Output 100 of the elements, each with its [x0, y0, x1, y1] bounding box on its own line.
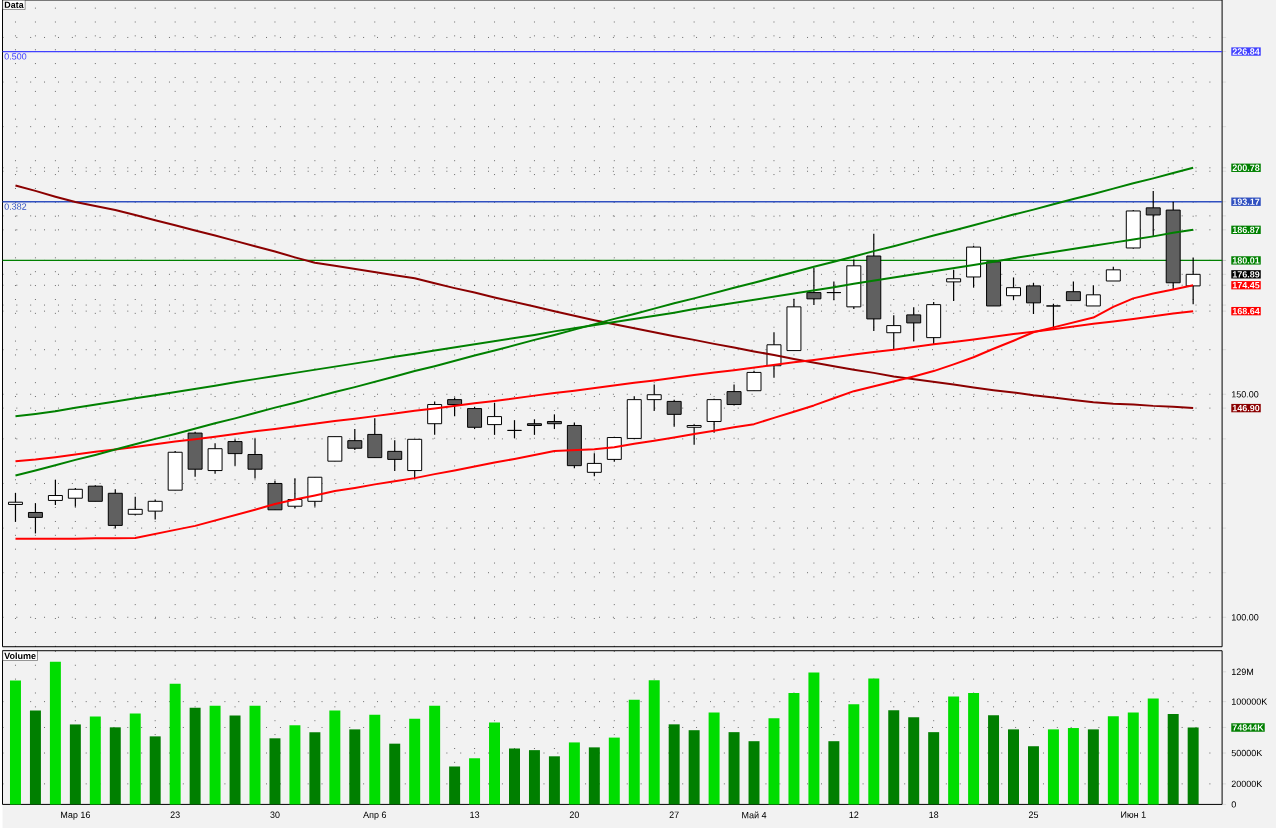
annotation: 0.500 [4, 53, 27, 60]
bar [848, 704, 860, 805]
candlestick [946, 269, 962, 302]
bar [129, 713, 141, 805]
x-tick-label: 13 [470, 811, 480, 818]
bar [588, 747, 600, 805]
candlestick [826, 280, 842, 301]
y-tick-label: 193.17 [1232, 198, 1260, 205]
y-tick-label: 50000K [1231, 749, 1263, 757]
bar [109, 727, 121, 805]
bar [1047, 729, 1059, 805]
candlestick [746, 369, 762, 392]
x-tick-label: Июн 1 [1121, 811, 1146, 818]
bar [1187, 727, 1199, 805]
y-tick-label: 74844K [1232, 724, 1264, 731]
bar [209, 705, 221, 805]
bar [888, 710, 900, 805]
bar [708, 712, 720, 805]
bar [608, 737, 620, 805]
bar [1027, 746, 1039, 805]
bar [728, 731, 740, 805]
candlestick [347, 428, 363, 451]
x-tick-label: Апр 6 [363, 811, 387, 820]
bar [69, 724, 81, 805]
bar [1067, 727, 1079, 805]
bar [309, 732, 321, 805]
bar [149, 736, 161, 805]
bar [528, 749, 540, 805]
bar [748, 741, 760, 805]
candlestick [227, 438, 243, 467]
bar [968, 692, 980, 805]
candlestick [806, 267, 822, 306]
candlestick [487, 401, 503, 436]
x-tick-label: 18 [929, 811, 939, 818]
bar [628, 699, 640, 805]
bar [988, 715, 1000, 805]
bar [269, 738, 281, 805]
bar [49, 661, 61, 805]
bar [1147, 698, 1159, 805]
bar [389, 743, 401, 805]
x-tick-label: 20 [569, 811, 580, 818]
bar [1087, 729, 1099, 805]
y-tick-label: 174.45 [1232, 281, 1260, 289]
bar [808, 672, 820, 805]
x-tick-label: 30 [270, 811, 280, 818]
candlestick [706, 397, 722, 434]
bar [249, 705, 261, 805]
bar [329, 710, 341, 805]
y2-tick-label: 0 [1231, 801, 1236, 808]
bar [89, 716, 101, 805]
bar [1008, 729, 1019, 805]
bar [189, 707, 201, 805]
bar [489, 722, 501, 805]
bar [668, 724, 680, 805]
bar [409, 718, 421, 805]
y-tick-label: 20000K [1231, 780, 1263, 787]
candlestick [467, 405, 483, 430]
bar [948, 696, 960, 805]
bar [449, 766, 461, 805]
bar [568, 742, 580, 805]
y-tick-label: 146.90 [1232, 404, 1260, 412]
bar [1167, 713, 1179, 805]
bar [928, 731, 940, 805]
y-tick-label: 100.00 [1231, 613, 1259, 621]
candlestick [67, 487, 83, 508]
bar [229, 715, 241, 805]
candlestick [1025, 281, 1041, 315]
candlestick [7, 492, 23, 523]
chart-title: Data [4, 1, 24, 8]
bar [29, 710, 41, 805]
y2-tick-label: 129M [1231, 668, 1254, 675]
x-tick-label: 23 [170, 811, 180, 818]
candlestick [207, 442, 223, 475]
candlestick [147, 498, 163, 521]
y-tick-label: 176.89 [1232, 270, 1260, 278]
x-tick-label: Май 4 [742, 811, 767, 819]
candlestick [367, 417, 383, 459]
y-tick-label: 200.78 [1232, 164, 1260, 171]
bar [9, 680, 21, 805]
y-tick-label: 186.87 [1232, 226, 1260, 233]
bar [868, 678, 880, 805]
candlestick [127, 496, 143, 517]
x-tick-label: 25 [1028, 811, 1039, 818]
bar [648, 680, 660, 805]
bar [1127, 712, 1139, 805]
bar [429, 705, 441, 805]
candlestick [387, 439, 403, 472]
y-tick-label: 168.64 [1232, 307, 1260, 315]
candlestick [247, 437, 263, 479]
bar [688, 730, 700, 805]
x-tick-label: Мар 16 [61, 811, 90, 820]
candlestick [47, 479, 63, 506]
bar [548, 756, 560, 805]
bar [469, 758, 481, 805]
x-tick-label: 12 [849, 811, 859, 818]
candlestick [1185, 257, 1201, 305]
bar [1107, 716, 1119, 805]
annotation: 0.382 [4, 203, 27, 210]
candlestick [586, 452, 602, 477]
chart-title: Volume [4, 652, 36, 659]
